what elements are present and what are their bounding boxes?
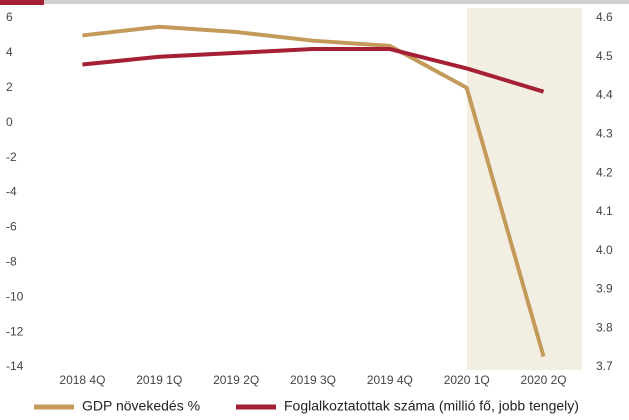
y-tick-label: 4 (6, 45, 13, 59)
top-accent (0, 0, 44, 5)
y2-tick-label: 4.6 (596, 10, 613, 24)
shaded-period (467, 8, 582, 370)
x-tick-label: 2020 1Q (444, 373, 490, 387)
series-line (82, 24, 546, 358)
y-tick-label: -14 (6, 359, 24, 373)
y-tick-label: -12 (6, 324, 24, 338)
y2-tick-label: 4.3 (596, 127, 613, 141)
y-tick-label: 2 (6, 80, 13, 94)
legend-label: GDP növekedés % (82, 398, 200, 414)
y2-tick-label: 3.8 (596, 320, 613, 334)
y-tick-label: 6 (6, 10, 13, 24)
y2-tick-label: 4.1 (596, 204, 613, 218)
legend-label: Foglalkoztatottak száma (millió fő, jobb… (284, 398, 579, 414)
x-tick-label: 2019 4Q (367, 373, 413, 387)
x-tick-label: 2019 3Q (290, 373, 336, 387)
x-tick-label: 2020 2Q (521, 373, 567, 387)
y-tick-label: -8 (6, 254, 17, 268)
y2-tick-label: 3.9 (596, 282, 613, 296)
top-bar (0, 0, 629, 4)
x-tick-label: 2019 1Q (136, 373, 182, 387)
y-tick-label: -4 (6, 185, 17, 199)
x-tick-label: 2019 2Q (213, 373, 259, 387)
y2-tick-label: 4.4 (596, 88, 613, 102)
y2-tick-label: 4.2 (596, 165, 613, 179)
x-tick-label: 2018 4Q (59, 373, 105, 387)
y2-tick-label: 4.5 (596, 49, 613, 63)
y-tick-label: -2 (6, 150, 17, 164)
series-line (82, 47, 545, 94)
y2-tick-label: 3.7 (596, 359, 613, 373)
y-tick-label: -6 (6, 220, 17, 234)
y2-tick-label: 4.0 (596, 243, 613, 257)
y-tick-label: 0 (6, 115, 13, 129)
y-tick-label: -10 (6, 289, 24, 303)
